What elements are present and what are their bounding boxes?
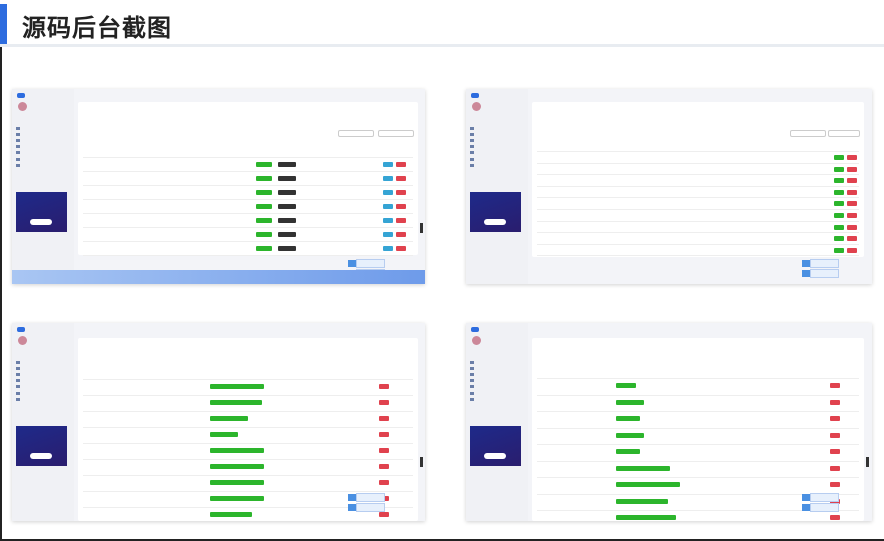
content-card bbox=[532, 338, 864, 521]
float-button-1[interactable] bbox=[348, 493, 385, 502]
admin-screenshot-2 bbox=[466, 89, 872, 284]
logo-icon bbox=[471, 327, 479, 332]
sidebar-nav bbox=[470, 119, 526, 168]
avatar bbox=[472, 336, 481, 345]
sidebar-ad-banner bbox=[16, 192, 67, 232]
sidebar bbox=[466, 89, 528, 284]
float-button-1[interactable] bbox=[802, 493, 839, 502]
section-header: 源码后台截图 bbox=[0, 0, 884, 47]
float-button-1[interactable] bbox=[348, 259, 385, 268]
logo-icon bbox=[17, 93, 25, 98]
admin-screenshot-4 bbox=[466, 323, 872, 521]
header-divider bbox=[0, 44, 884, 47]
sidebar-ad-banner bbox=[470, 192, 521, 232]
content-card bbox=[78, 102, 418, 256]
float-button-2[interactable] bbox=[802, 503, 839, 512]
header-accent-bar bbox=[0, 4, 7, 44]
admin-screenshot-1 bbox=[12, 89, 425, 284]
sidebar bbox=[12, 323, 74, 521]
frame-bottom-border bbox=[0, 539, 884, 541]
content-card bbox=[532, 102, 864, 257]
float-button-1[interactable] bbox=[802, 259, 839, 268]
sidebar bbox=[466, 323, 528, 521]
sidebar-nav bbox=[470, 353, 526, 402]
float-button-2[interactable] bbox=[802, 269, 839, 278]
avatar bbox=[18, 336, 27, 345]
sidebar-nav bbox=[16, 119, 72, 168]
float-button-2[interactable] bbox=[348, 503, 385, 512]
sidebar-ad-banner bbox=[470, 426, 521, 466]
sidebar-ad-banner bbox=[16, 426, 67, 466]
sidebar-nav bbox=[16, 353, 72, 402]
logo-icon bbox=[471, 93, 479, 98]
admin-screenshot-3 bbox=[12, 323, 425, 521]
avatar bbox=[472, 102, 481, 111]
content-card bbox=[78, 338, 418, 521]
section-title: 源码后台截图 bbox=[22, 15, 172, 42]
logo-icon bbox=[17, 327, 25, 332]
frame-left-border bbox=[0, 47, 2, 541]
bottom-blue-bar bbox=[12, 270, 425, 284]
avatar bbox=[18, 102, 27, 111]
sidebar bbox=[12, 89, 74, 284]
